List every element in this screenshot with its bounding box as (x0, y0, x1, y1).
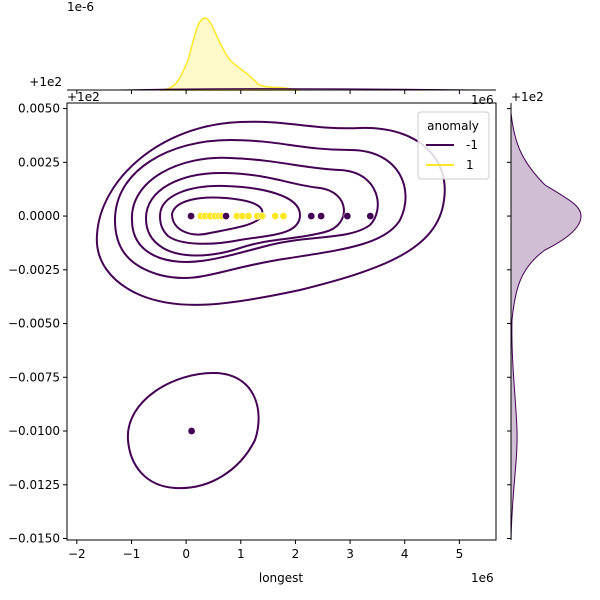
scatter-point-anomaly--1 (222, 212, 230, 220)
y-offset-label: +1e2 (67, 90, 100, 104)
scatter-point-anomaly--1 (366, 212, 375, 220)
y-tick-label: −0.0150 (8, 531, 60, 545)
x-tick-label: 1 (237, 547, 245, 561)
right-kde-anomaly-neg1 (510, 112, 582, 541)
x-tick-label: −2 (68, 547, 86, 561)
legend-label-1: 1 (466, 158, 474, 172)
scatter-points (187, 212, 375, 435)
x-tick-label: 3 (346, 547, 354, 561)
contour-level-5 (158, 184, 302, 245)
contour-level-4 (144, 171, 345, 257)
x-offset-label: 1e6 (471, 571, 494, 585)
x-tick-label: −1 (123, 547, 141, 561)
y-tick-label: −0.0125 (8, 478, 60, 492)
x-tick-label: 4 (401, 547, 409, 561)
scatter-point-anomaly--1 (343, 212, 352, 220)
y-tick-label: 0.0000 (18, 209, 60, 223)
scatter-point-anomaly-1 (244, 212, 253, 220)
top-marginal-x-offset-label: 1e6 (471, 93, 494, 107)
top-marginal: 1e-6 +1e2 1e6 (29, 0, 496, 107)
contour-level-3 (130, 156, 379, 264)
x-tick-label: 5 (456, 547, 464, 561)
kde-contours (95, 120, 446, 490)
y-tick-label: 0.0025 (18, 155, 60, 169)
right-marginal: +1e2 (507, 90, 582, 541)
scatter-point-anomaly-1 (258, 212, 266, 220)
top-kde-anomaly-1 (159, 17, 301, 91)
y-tick-label: −0.0050 (8, 317, 60, 331)
top-marginal-scale-label: 1e-6 (67, 0, 94, 14)
main-axes: −2 −1 0 1 2 3 4 5 0.0050 0.0025 0.0000 −0.0025 −0.0… (8, 90, 497, 585)
legend: anomaly -1 1 (417, 111, 490, 180)
scatter-point-anomaly--1 (307, 212, 316, 220)
y-tick-label: −0.0100 (8, 424, 60, 438)
contour-level-2 (113, 138, 407, 279)
contour-outlier (126, 371, 260, 490)
right-marginal-offset-label: +1e2 (511, 90, 544, 104)
scatter-point-anomaly--1 (187, 427, 196, 435)
scatter-point-anomaly--1 (187, 212, 195, 220)
y-tick-label: −0.0025 (8, 263, 60, 277)
scatter-point-anomaly-1 (271, 212, 280, 220)
scatter-point-anomaly-1 (279, 212, 288, 220)
x-tick-label: 0 (182, 547, 190, 561)
x-tick-label: 2 (292, 547, 300, 561)
legend-title: anomaly (427, 119, 479, 133)
scatter-point-anomaly--1 (317, 212, 325, 220)
top-marginal-offset-label: +1e2 (29, 75, 62, 89)
y-tick-label: −0.0075 (8, 370, 60, 384)
legend-label-neg1: -1 (466, 138, 478, 152)
x-axis-label: longest (259, 571, 304, 585)
y-tick-label: 0.0050 (18, 102, 60, 116)
axes-frame (66, 102, 497, 541)
contour-level-1 (95, 120, 446, 306)
